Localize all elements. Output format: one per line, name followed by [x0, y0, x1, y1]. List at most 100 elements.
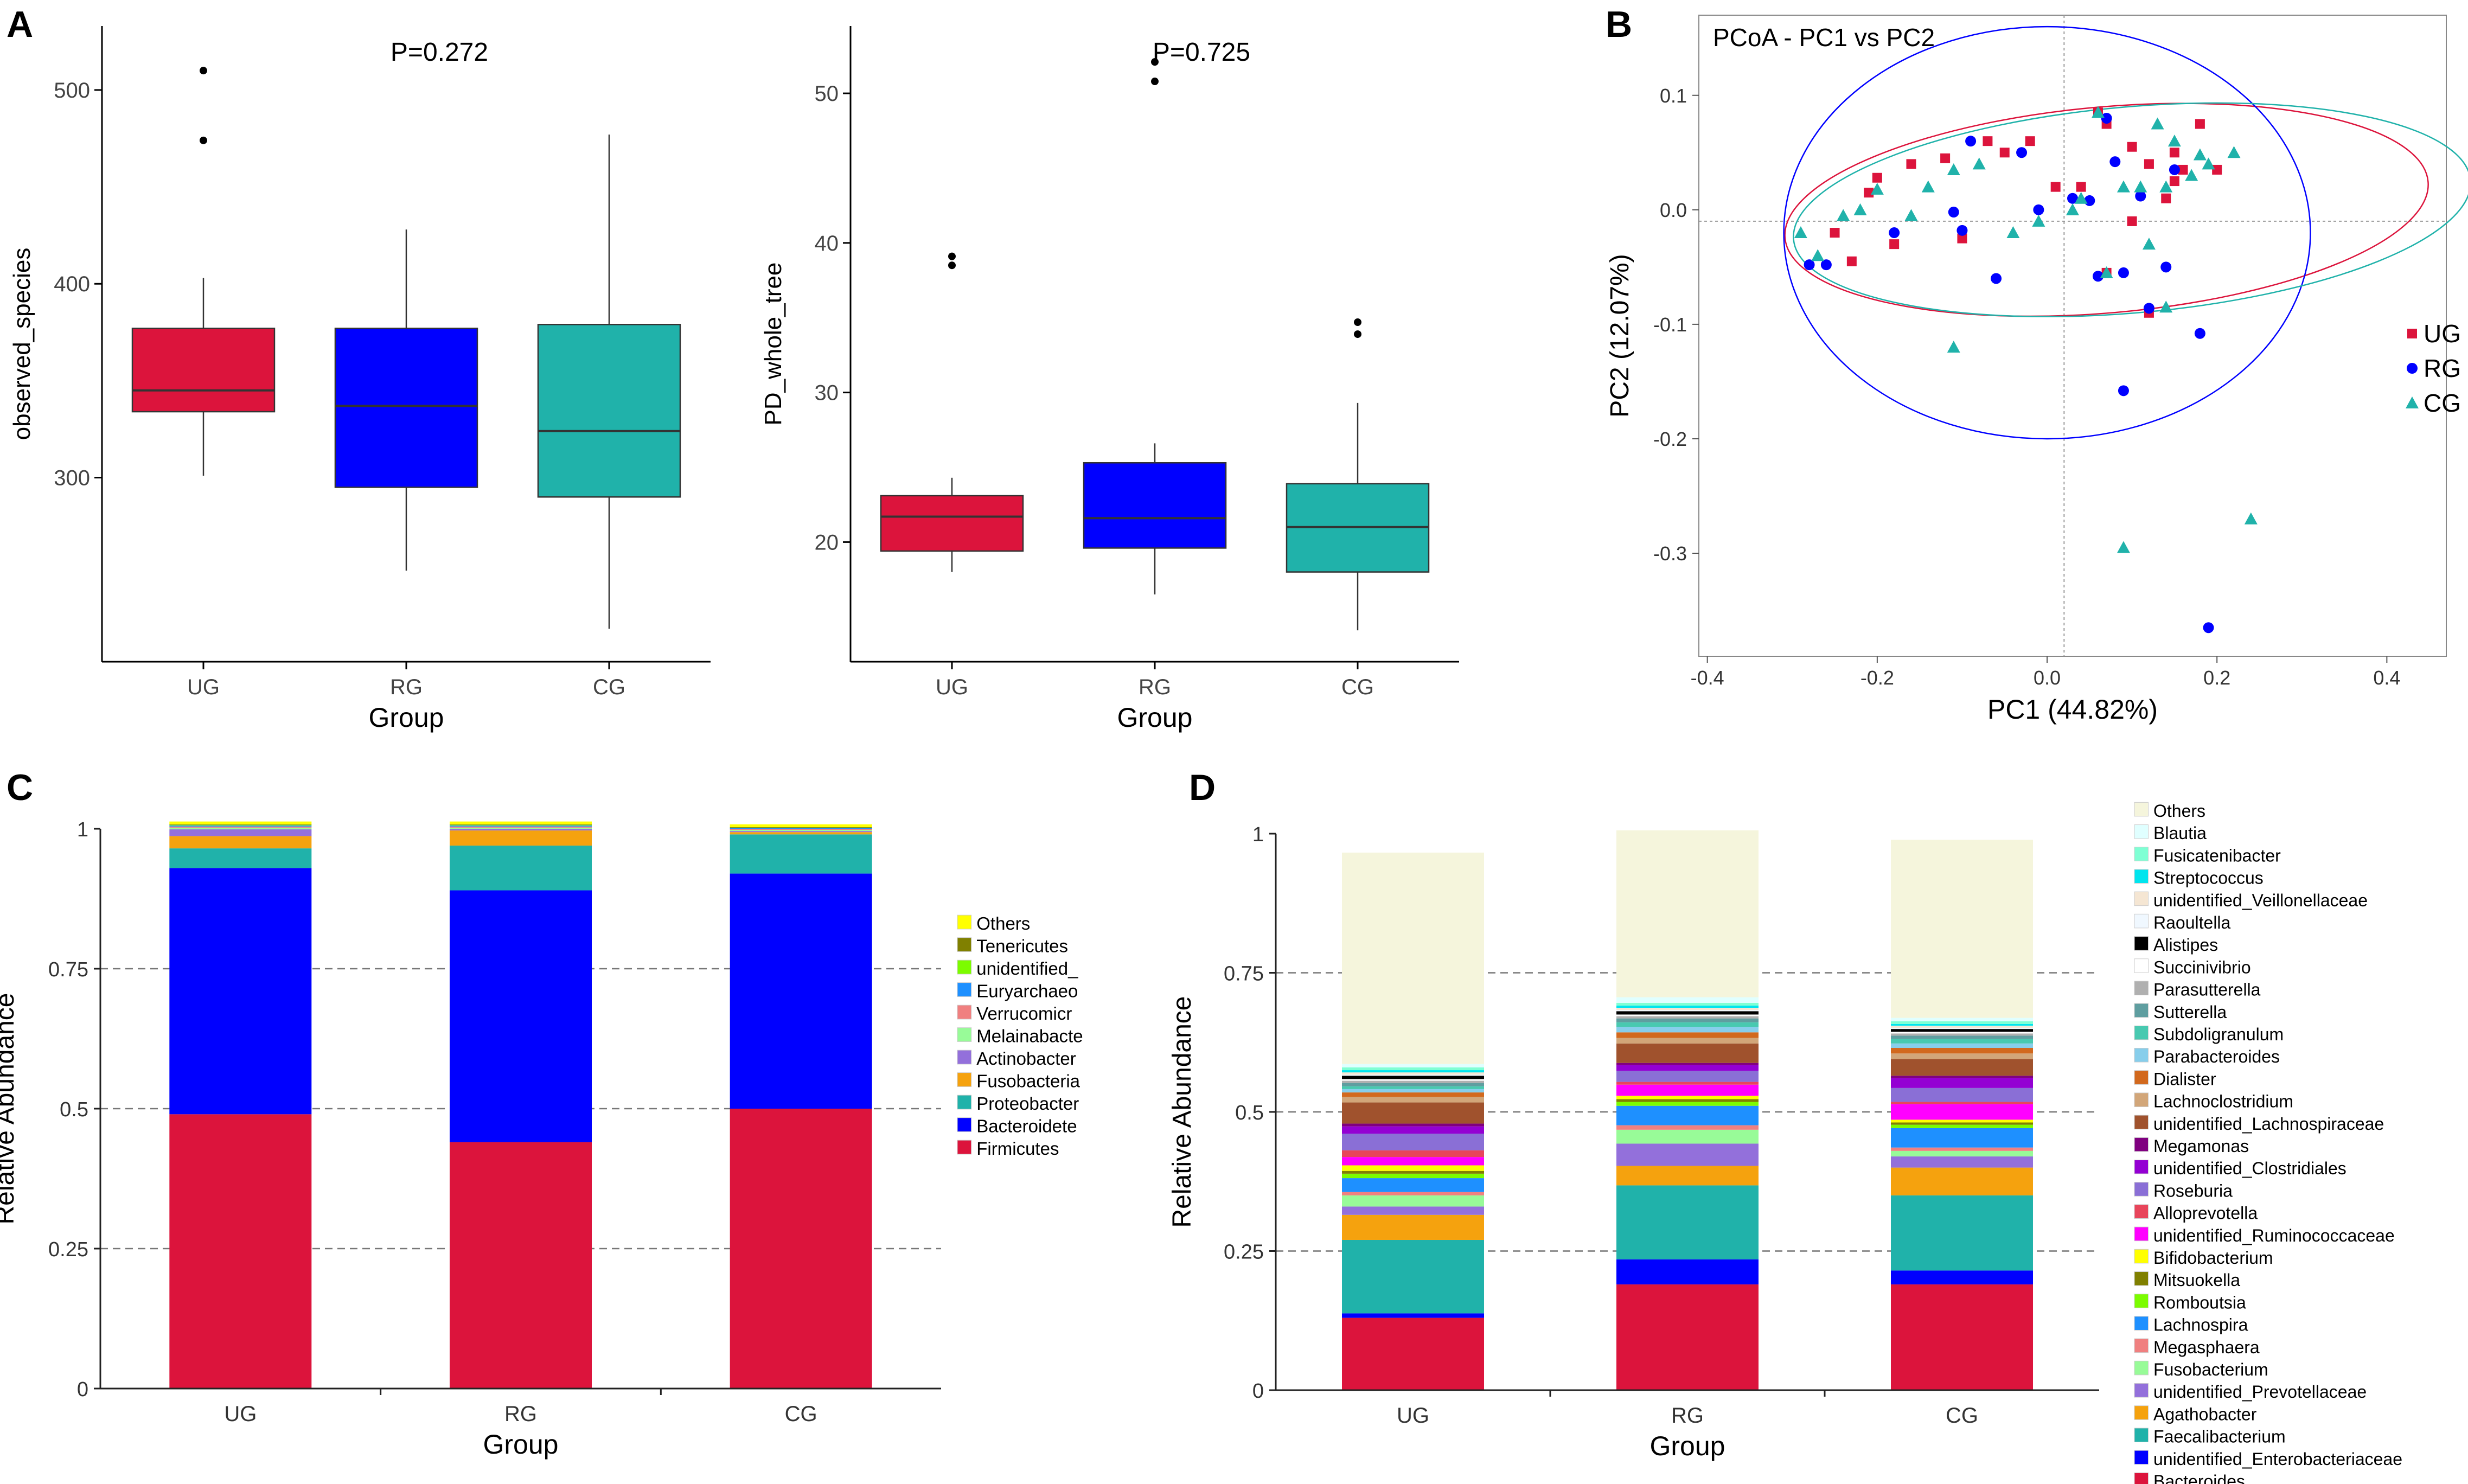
y-tick-label: 1 [1252, 823, 1264, 846]
bar-segment-bacteroidetes [730, 873, 872, 1109]
bar-segment-parabacteroides [1891, 1043, 2033, 1048]
bar-segment-parabacteroides [1342, 1089, 1484, 1093]
legend-swatch [957, 937, 972, 952]
bar-segment-others [169, 821, 312, 824]
bar-segment-tenericutes [450, 824, 592, 825]
legend-swatch [2134, 1137, 2149, 1152]
point-rg [1889, 227, 1900, 239]
legend-swatch [2134, 1472, 2149, 1484]
point-ug [1872, 172, 1882, 183]
point-rg [2118, 385, 2129, 396]
bar-segment-bacteroides [1616, 1284, 1759, 1390]
point-ug [1906, 159, 1916, 169]
x-tick-label: UG [187, 675, 220, 699]
bar-segment-streptococcus [1891, 1024, 2033, 1026]
point-cg [1904, 209, 1918, 221]
bar-segment-romboutsia [1342, 1173, 1484, 1179]
y-tick-label: 40 [815, 232, 839, 255]
legend-swatch [2134, 1003, 2149, 1018]
stacked-bar-genus: 0 0.25 0.5 0.75 1 UG RG CG Group Relative Abundan… [1168, 801, 2402, 1484]
legend-swatch [2134, 1160, 2149, 1174]
point-ug [2144, 159, 2154, 169]
bar-segment-proteobacteria [169, 848, 312, 868]
point-rg [2101, 112, 2112, 124]
legend-label: Tenericutes [976, 936, 1068, 956]
x-tick-label: RG [390, 675, 423, 699]
bar-segment-alistipes [1616, 1011, 1759, 1015]
bar-segment-fusicatenibacter [1891, 1021, 2033, 1024]
bar-segment-alistipes [1891, 1029, 2033, 1032]
bar-segment-unidentified-enterobacteriaceae [1616, 1259, 1759, 1285]
legend-label: Lachnoclostridium [2153, 1092, 2293, 1111]
legend-label: Sutterella [2153, 1002, 2227, 1022]
bar-segment-raoultella [1616, 1010, 1759, 1012]
bar-segment-subdoligranulum [1342, 1086, 1484, 1089]
bar-segment-parabacteroides [1616, 1027, 1759, 1033]
point-rg [1965, 136, 1977, 147]
bar-segment-blautia [1616, 997, 1759, 1003]
x-tick-label: UG [224, 1402, 257, 1426]
legend-swatch [957, 982, 972, 997]
point-cg [1972, 157, 1986, 170]
legend-swatch [2134, 1360, 2149, 1376]
bar-segment-agathobacter [1342, 1214, 1484, 1240]
legend-label: Raoultella [2153, 913, 2231, 932]
bar-segment-unidentified-lachnospiraceae [1342, 1102, 1484, 1124]
legend-swatch [2134, 1383, 2149, 1398]
bar-segment-bifidobacterium [1891, 1120, 2033, 1123]
bar-segment-succinivibrio [1891, 1032, 2033, 1034]
bar-segment-proteobacteria [450, 845, 592, 891]
point-ug [1983, 136, 1993, 146]
point-rg [1991, 273, 2002, 284]
point-rg [2169, 164, 2180, 175]
legend-swatch [2134, 1092, 2149, 1107]
bar-segment-lachnospira [1342, 1178, 1484, 1192]
outlier-point [1151, 58, 1159, 66]
stacked-bar-phylum: 0 0.25 0.5 0.75 1 UG RG CG Group Relative Abundan… [0, 818, 1083, 1460]
point-rg [2092, 271, 2103, 282]
y-tick-label: 0.1 [1660, 85, 1687, 107]
legend-swatch [2134, 1025, 2149, 1040]
bar-segment-bifidobacterium [1342, 1165, 1484, 1171]
x-axis-title: Group [1650, 1431, 1725, 1461]
point-cg [2117, 180, 2130, 193]
legend-label: Roseburia [2153, 1181, 2233, 1200]
point-rg [2016, 147, 2028, 158]
bar-segment-unidentified-bacteria [450, 824, 592, 826]
bar-segment-unidentified-clostridiales [1342, 1126, 1484, 1134]
y-tick-label: 300 [54, 466, 90, 490]
y-tick-label: 0.75 [1224, 963, 1264, 986]
legend-label-cg: CG [2424, 389, 2461, 417]
point-cg [2066, 203, 2079, 215]
point-rg [2135, 190, 2146, 202]
bar-segment-others [1891, 840, 2033, 1018]
bar-segment-actinobacteria [450, 829, 592, 831]
point-cg [2032, 214, 2045, 227]
outlier-point [1151, 78, 1159, 86]
bar-segment-lachnospira [1891, 1128, 2033, 1148]
y-tick-label: -0.3 [1653, 542, 1687, 565]
legend-label: Actinobacter [976, 1048, 1076, 1069]
bar-segment-firmicutes [450, 1142, 592, 1389]
bar-segment-unidentified-veillonellaceae [1891, 1025, 2033, 1028]
legend-label: unidentified_Clostridiales [2153, 1159, 2346, 1178]
y-tick-label: 0 [77, 1378, 88, 1401]
bar-segment-agathobacter [1616, 1166, 1759, 1186]
bar-segment-lachnospira [1616, 1105, 1759, 1125]
bar-segment-faecalibacterium [1891, 1195, 2033, 1271]
point-ug [1999, 148, 2010, 158]
boxplot-pd-whole-tree: 20 30 40 50 UG RG CG P=0.725 Group PD_whole_tree [760, 26, 1459, 733]
legend-swatch [2134, 1226, 2149, 1242]
legend-swatch [2134, 869, 2149, 884]
bar-segment-megamonas [1342, 1123, 1484, 1127]
legend-swatch [957, 1027, 972, 1042]
y-tick-label: -0.1 [1653, 314, 1687, 336]
point-ug [2195, 119, 2205, 129]
point-ug [2127, 216, 2137, 226]
x-tick-label: -0.4 [1691, 667, 1724, 689]
point-cg [2134, 180, 2147, 193]
bar-segment-bacteroides [1891, 1284, 2033, 1390]
legend-label: Fusobacteria [976, 1071, 1080, 1091]
y-axis-title: PC2 (12.07%) [1606, 254, 1634, 417]
bar-segment-euryarchaeota [450, 825, 592, 827]
